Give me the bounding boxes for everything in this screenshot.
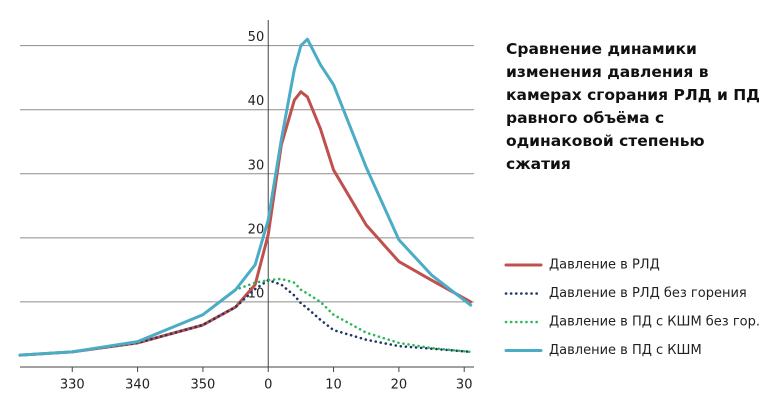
x-tick-label: 0 <box>264 378 272 393</box>
legend-label: Давление в ПД с КШМ <box>549 343 702 358</box>
x-tick-label: 30 <box>456 378 473 393</box>
y-tick-label: 50 <box>248 30 265 45</box>
y-tick-label: 30 <box>248 158 265 173</box>
series-line <box>18 90 473 357</box>
legend-label: Давление в РЛД <box>549 258 660 273</box>
x-tick-label: 350 <box>190 378 215 393</box>
legend-label: Давление в РЛД без горения <box>549 286 747 301</box>
x-tick-label: 10 <box>325 378 342 393</box>
series-line <box>18 37 473 357</box>
x-tick-label: 330 <box>60 378 85 393</box>
y-tick-label: 20 <box>248 222 265 237</box>
legend-label: Давление в ПД с КШМ без гор. <box>549 315 760 330</box>
x-tick-label: 20 <box>391 378 408 393</box>
y-tick-label: 40 <box>248 94 265 109</box>
series-line <box>18 277 473 357</box>
chart-title: Сравнение динамики изменения давления в … <box>506 40 760 173</box>
series-line <box>18 278 473 357</box>
x-tick-label: 340 <box>125 378 150 393</box>
